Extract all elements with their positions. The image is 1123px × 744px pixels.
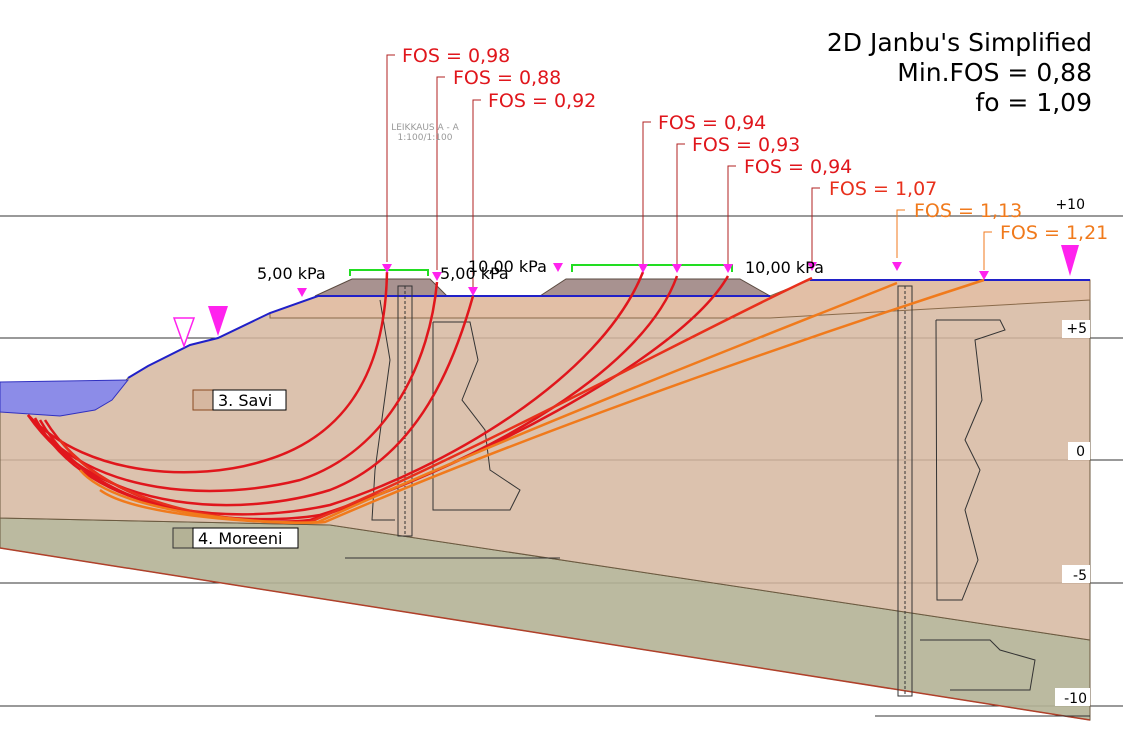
marker xyxy=(672,264,682,273)
elevation-label: +10 xyxy=(1055,197,1085,213)
fos-label: FOS = 1,21 xyxy=(1000,222,1108,244)
layer-box xyxy=(192,527,299,549)
layer-swatch xyxy=(192,389,214,411)
fos-leader xyxy=(896,209,905,258)
load-label: 5,00 kPa xyxy=(257,264,326,283)
marker xyxy=(297,288,307,297)
fos-label: FOS = 0,93 xyxy=(692,134,800,156)
ground-surface xyxy=(127,295,770,379)
marker xyxy=(979,271,989,280)
label-bg xyxy=(1062,565,1090,583)
fos-label: FOS = 1,07 xyxy=(829,178,937,200)
fos-leaders xyxy=(386,54,992,288)
elevation-label: +5 xyxy=(1066,321,1087,337)
load-line xyxy=(571,264,733,272)
bedrock-line xyxy=(0,547,1091,721)
elevation-label: 0 xyxy=(1076,444,1085,460)
fos-leader xyxy=(436,76,445,270)
layer-label: 3. Savi xyxy=(218,391,272,410)
slip-surface xyxy=(26,281,439,493)
load-lines xyxy=(349,264,733,276)
water-marker xyxy=(172,317,196,349)
label-bg xyxy=(1068,442,1090,460)
fos-leader xyxy=(727,165,736,270)
load-label: 5,00 kPa xyxy=(440,264,509,283)
title-line: fo = 1,09 xyxy=(975,88,1092,117)
fos-label: FOS = 0,94 xyxy=(658,112,766,134)
title-line: Min.FOS = 0,88 xyxy=(897,58,1092,87)
fos-label: FOS = 0,94 xyxy=(744,156,852,178)
slip-surface xyxy=(59,276,813,524)
water-marker xyxy=(208,306,228,336)
slip-surfaces xyxy=(26,271,985,524)
elevation-label: -10 xyxy=(1064,691,1087,707)
marker xyxy=(468,287,478,296)
water-marker xyxy=(1061,245,1079,276)
marker xyxy=(723,264,733,273)
marker xyxy=(638,264,648,273)
slip-surface xyxy=(99,278,985,524)
label-bg xyxy=(1055,688,1090,706)
fos-label: FOS = 0,92 xyxy=(488,90,596,112)
fos-leader xyxy=(676,143,685,270)
fos-leader xyxy=(983,231,992,270)
sounding-graph xyxy=(371,299,395,521)
embankment xyxy=(538,278,772,297)
layer-box xyxy=(212,389,287,411)
marker xyxy=(382,264,392,273)
fos-label: FOS = 0,88 xyxy=(453,67,561,89)
elevation-label: -5 xyxy=(1073,568,1087,584)
sounding-graph xyxy=(935,319,1006,601)
fos-leader xyxy=(472,99,481,288)
sounding-profiles xyxy=(345,285,1090,717)
load-line xyxy=(349,269,429,276)
marker xyxy=(432,272,442,281)
sounding-graph xyxy=(432,321,521,511)
load-label: 10,00 kPa xyxy=(745,258,824,277)
layer-swatch xyxy=(172,527,194,549)
layer-label: 4. Moreeni xyxy=(198,529,282,548)
load-label: 10,00 kPa xyxy=(468,257,547,276)
marker xyxy=(892,262,902,271)
fos-label: FOS = 0,98 xyxy=(402,45,510,67)
embankment xyxy=(314,278,449,297)
fos-leader xyxy=(811,187,820,268)
section-note: 1:100/1:100 xyxy=(398,133,453,143)
fos-leader xyxy=(642,121,651,266)
slip-surface xyxy=(79,281,898,524)
fos-leader xyxy=(386,54,395,262)
label-bg xyxy=(1062,320,1090,338)
water xyxy=(0,379,130,417)
title-line: 2D Janbu's Simplified xyxy=(827,28,1092,57)
marker xyxy=(807,262,817,271)
fos-label: FOS = 1,13 xyxy=(914,200,1022,222)
sounding-graph xyxy=(920,639,1036,691)
slip-surface xyxy=(38,275,679,521)
markers xyxy=(172,245,1079,349)
slip-surface xyxy=(27,271,389,474)
section-note: LEIKKAUS A - A xyxy=(391,123,459,133)
marker xyxy=(553,263,563,272)
